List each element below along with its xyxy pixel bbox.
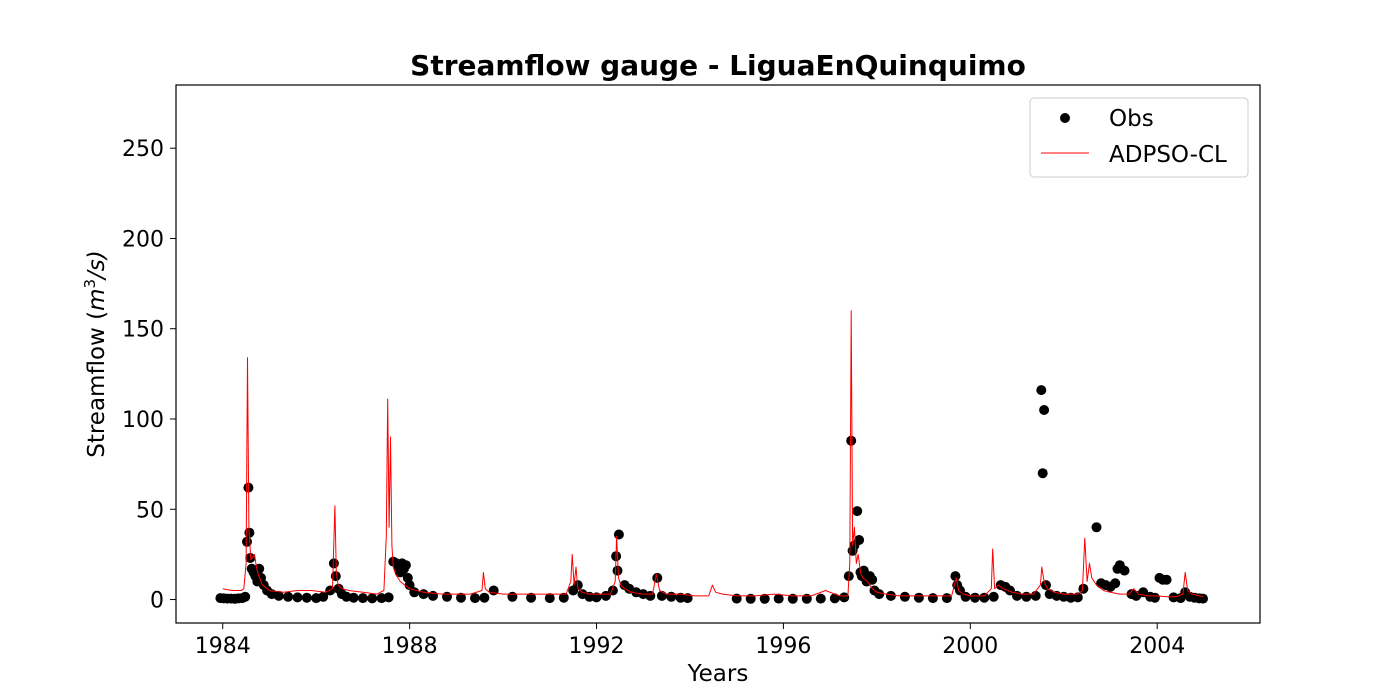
y-axis-label-exp: 3	[81, 279, 99, 289]
obs-point	[600, 590, 611, 601]
obs-point	[273, 590, 284, 601]
obs-point	[1198, 593, 1208, 604]
obs-point	[488, 585, 499, 596]
obs-point	[325, 585, 336, 596]
obs-point	[913, 592, 924, 603]
obs-point	[283, 591, 294, 602]
axes-frame	[175, 84, 1261, 624]
y-axis-label-main: Streamflow (	[84, 311, 110, 458]
obs-point	[815, 593, 826, 604]
obs-point	[456, 592, 466, 603]
obs-point	[1072, 592, 1083, 603]
obs-point	[1065, 592, 1076, 603]
obs-point	[1091, 522, 1102, 533]
obs-point	[1119, 565, 1130, 576]
obs-point	[318, 591, 329, 602]
x-tick-label: 1992	[569, 634, 625, 659]
x-tick-label: 1996	[755, 634, 811, 659]
x-tick-label: 1988	[382, 634, 438, 659]
x-tick-label: 2000	[942, 634, 998, 659]
obs-point	[1005, 585, 1015, 596]
obs-point	[829, 593, 840, 604]
obs-point	[950, 571, 961, 582]
obs-point	[979, 592, 990, 603]
obs-point	[418, 589, 429, 600]
obs-point	[988, 591, 999, 602]
obs-point	[1149, 592, 1160, 603]
obs-point	[558, 592, 569, 603]
sim-series-line	[222, 310, 1204, 598]
legend-sim-label: ADPSO-CL	[1109, 142, 1227, 168]
plot-area	[215, 310, 1208, 604]
obs-point	[666, 591, 677, 602]
obs-point	[367, 593, 378, 604]
obs-point	[854, 535, 865, 545]
y-axis-label-rest: /s)	[84, 250, 110, 281]
x-tick-label: 1984	[195, 634, 251, 659]
y-tick-label: 0	[150, 589, 164, 614]
legend: Obs ADPSO-CL	[1029, 97, 1249, 178]
obs-point	[839, 592, 850, 603]
obs-point	[357, 593, 368, 604]
obs-point	[801, 593, 812, 604]
obs-point	[301, 592, 312, 603]
obs-point	[1021, 591, 1032, 602]
obs-point	[240, 591, 251, 602]
obs-point	[885, 590, 896, 601]
obs-point	[400, 560, 411, 571]
obs-point	[479, 592, 490, 603]
obs-point	[941, 593, 952, 604]
obs-point	[591, 592, 602, 603]
y-tick-label: 150	[122, 318, 164, 343]
legend-obs-marker	[1060, 113, 1070, 123]
obs-point	[970, 592, 980, 603]
y-axis-label: Streamflow (m3/s)	[81, 250, 110, 458]
y-tick-label: 50	[136, 498, 164, 523]
obs-point	[852, 506, 863, 517]
obs-point	[507, 591, 518, 602]
obs-point	[328, 558, 339, 569]
y-tick-label: 250	[122, 137, 164, 162]
chart-title: Streamflow gauge - LiguaEnQuinquimo	[410, 49, 1026, 82]
obs-point	[383, 592, 394, 603]
obs-point	[899, 591, 910, 602]
obs-point	[745, 593, 756, 604]
obs-point	[292, 592, 303, 603]
obs-point	[1030, 590, 1041, 601]
obs-point	[526, 592, 537, 603]
obs-point	[846, 435, 857, 446]
legend-box	[1029, 97, 1249, 178]
obs-point	[867, 574, 878, 585]
legend-obs-label: Obs	[1109, 106, 1154, 132]
obs-point	[645, 590, 656, 601]
obs-point	[470, 593, 480, 604]
x-axis: 1984 1988 1992 1996 2000 2004	[195, 623, 1185, 659]
x-tick-label: 2004	[1129, 634, 1185, 659]
obs-point	[612, 565, 623, 576]
y-tick-label: 200	[122, 227, 164, 252]
obs-point	[1037, 468, 1048, 479]
obs-point	[1161, 574, 1172, 585]
obs-point	[242, 536, 252, 547]
obs-point	[544, 593, 555, 604]
obs-point	[656, 590, 667, 601]
y-axis: 0 50 100 150 200 250	[122, 137, 176, 614]
y-tick-label: 100	[122, 408, 164, 433]
x-axis-label: Years	[687, 661, 749, 687]
obs-point	[442, 591, 452, 602]
obs-point	[348, 592, 359, 603]
obs-point	[1036, 385, 1047, 396]
obs-point	[1039, 405, 1050, 415]
obs-point	[759, 593, 770, 604]
obs-point	[613, 529, 624, 540]
y-axis-label-m: m	[84, 288, 110, 310]
obs-point	[874, 589, 885, 600]
obs-point	[773, 593, 784, 604]
obs-point	[1110, 578, 1121, 589]
obs-point	[927, 593, 938, 604]
obs-point	[409, 587, 420, 598]
obs-point	[404, 580, 415, 591]
